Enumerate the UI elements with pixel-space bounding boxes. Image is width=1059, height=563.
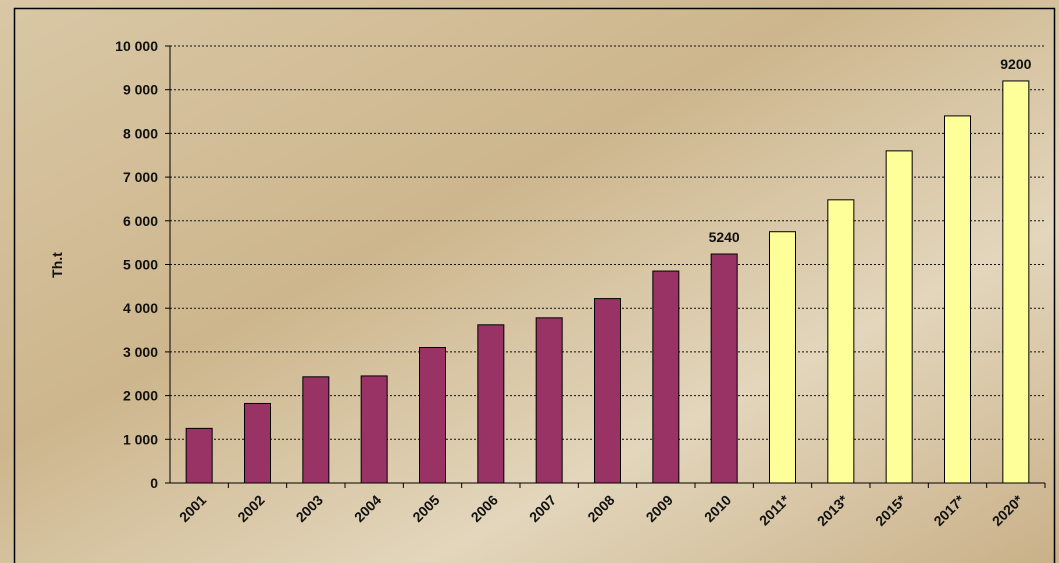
y-tick-label: 10 000 xyxy=(115,38,158,54)
bar xyxy=(652,270,680,484)
bar xyxy=(360,375,388,484)
bar xyxy=(944,115,971,484)
y-tick-label: 6 000 xyxy=(123,213,158,229)
bar xyxy=(710,253,738,484)
bar xyxy=(827,199,855,484)
y-tick-label: 3 000 xyxy=(123,344,158,360)
y-tick-label: 0 xyxy=(150,475,158,491)
bar xyxy=(477,324,505,484)
y-tick-label: 7 000 xyxy=(123,169,158,185)
y-tick-label: 2 000 xyxy=(123,388,158,404)
data-label: 5240 xyxy=(709,229,740,245)
bar xyxy=(535,317,563,484)
bar xyxy=(885,150,913,484)
bar xyxy=(594,298,621,484)
y-tick-label: 5 000 xyxy=(123,257,158,273)
y-tick-label: 1 000 xyxy=(123,431,158,447)
y-axis-label: Th.t xyxy=(49,252,65,278)
bar xyxy=(419,347,446,484)
y-tick-label: 8 000 xyxy=(123,125,158,141)
bar xyxy=(185,427,213,484)
bar xyxy=(769,231,796,484)
y-tick-label: 9 000 xyxy=(123,82,158,98)
data-label: 9200 xyxy=(1000,56,1031,72)
bar xyxy=(1002,80,1030,484)
chart-frame xyxy=(13,7,1056,563)
y-tick-label: 4 000 xyxy=(123,300,158,316)
bar xyxy=(244,402,271,484)
bar xyxy=(302,376,330,484)
